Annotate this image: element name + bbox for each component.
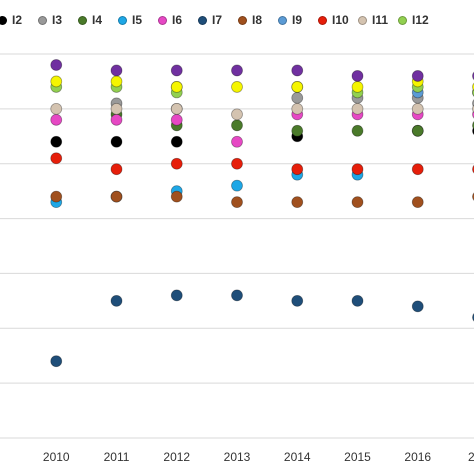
data-point-i5-2013 [231, 179, 243, 192]
data-point-series-11-2015 [351, 81, 364, 93]
data-point-i8-2013 [231, 196, 243, 209]
legend-item-i11: I11 [358, 12, 388, 28]
data-point-series-12-2013 [231, 64, 243, 77]
legend-label: I3 [52, 13, 63, 27]
data-point-series-11-2014 [291, 81, 304, 93]
data-point-i7-2015 [351, 294, 364, 307]
legend-item-i10: I10 [318, 12, 349, 28]
data-point-i10-2011 [110, 163, 123, 176]
legend-item-i12: I12 [398, 12, 429, 28]
data-point-i6-2010 [50, 113, 63, 126]
legend-swatch [0, 15, 7, 25]
data-point-i10-2012 [170, 157, 183, 170]
data-points [50, 59, 474, 368]
data-point-series-11-2012 [170, 81, 183, 93]
data-point-i11-2016 [411, 102, 424, 115]
x-tick-label: 2014 [284, 450, 311, 464]
data-point-i6-2011 [110, 113, 123, 126]
x-tick-label: 2010 [43, 450, 70, 464]
data-point-series-12-2016 [411, 70, 424, 82]
data-point-i6-2013 [231, 135, 243, 148]
legend-swatch [358, 15, 367, 25]
data-point-series-12-2011 [110, 64, 123, 77]
legend-swatch [198, 15, 207, 25]
data-point-i4-2014 [291, 124, 304, 137]
data-point-i2-2012 [170, 135, 183, 148]
data-point-i11-2013 [231, 108, 243, 121]
data-point-i11-2014 [291, 102, 304, 115]
legend-swatch [278, 15, 287, 25]
data-point-i8-2011 [110, 190, 123, 203]
data-point-series-11-2013 [231, 81, 243, 93]
x-tick-label: 2011 [104, 450, 130, 464]
legend-item-i2: I2 [0, 12, 22, 28]
data-point-i2-2011 [110, 135, 123, 148]
legend-swatch [118, 15, 127, 25]
data-point-i11-2010 [50, 102, 63, 115]
legend-item-i8: I8 [238, 12, 262, 28]
legend-swatch [398, 15, 407, 25]
data-point-i7-2010 [50, 355, 63, 368]
data-point-series-12-2015 [351, 70, 364, 82]
legend-label: I12 [412, 13, 429, 27]
legend-item-i3: I3 [38, 12, 62, 28]
legend-label: I8 [252, 13, 263, 27]
data-point-i8-2010 [50, 190, 63, 203]
data-point-i6-2012 [170, 113, 183, 126]
data-point-i7-2012 [170, 289, 183, 302]
data-point-i8-2014 [291, 196, 304, 209]
data-point-i7-2014 [291, 294, 304, 307]
data-point-i10-2013 [231, 157, 243, 170]
legend-swatch [78, 15, 87, 25]
legend-label: I4 [92, 13, 103, 27]
data-point-i7-2016 [411, 300, 424, 313]
data-point-i4-2015 [351, 124, 364, 137]
data-point-i8-2016 [411, 196, 424, 209]
legend-label: I6 [172, 13, 183, 27]
data-point-i11-2012 [170, 102, 183, 115]
data-point-i10-2010 [50, 152, 63, 165]
data-point-i11-2011 [110, 102, 123, 115]
legend-label: I7 [212, 13, 223, 27]
data-point-series-12-2010 [50, 59, 63, 71]
legend-label: I2 [12, 13, 23, 27]
data-point-i10-2014 [291, 163, 304, 176]
x-tick-label: 2015 [344, 450, 371, 464]
data-point-i8-2015 [351, 196, 364, 209]
data-point-i11-2015 [351, 102, 364, 115]
legend-label: I10 [332, 13, 349, 27]
legend-label: I5 [132, 13, 143, 27]
data-point-i7-2011 [110, 294, 123, 307]
data-point-series-12-2014 [291, 64, 304, 77]
data-point-i2-2010 [50, 135, 63, 148]
data-point-i10-2016 [411, 163, 424, 176]
legend-swatch [38, 15, 47, 25]
data-point-i3-2014 [291, 91, 304, 104]
data-point-i4-2013 [231, 119, 243, 132]
legend-item-i9: I9 [278, 12, 302, 28]
legend-swatch [158, 15, 167, 25]
x-axis-tick-labels: 92010201120122013201420152016201 [43, 450, 474, 464]
legend-label: I9 [292, 13, 303, 27]
x-tick-label: 201 [468, 450, 474, 464]
data-point-series-11-2011 [110, 75, 123, 88]
data-point-i7-2013 [231, 289, 243, 302]
legend-label: I11 [372, 13, 389, 27]
data-point-i4-2016 [411, 124, 424, 137]
x-tick-label: 2013 [224, 450, 251, 464]
legend-item-i4: I4 [78, 12, 102, 28]
legend-item-i6: I6 [158, 12, 182, 28]
data-point-series-11-2010 [50, 75, 63, 88]
data-point-i10-2015 [351, 163, 364, 176]
x-tick-label: 2016 [404, 450, 431, 464]
legend-swatch [238, 15, 247, 25]
legend-item-i7: I7 [198, 12, 222, 28]
chart-legend: I2 I3 I4 I5 I6 I7 I8 I9 I10 I11 I12 [0, 8, 474, 32]
x-tick-label: 2012 [163, 450, 190, 464]
data-point-i8-2012 [170, 190, 183, 203]
legend-item-i5: I5 [118, 12, 142, 28]
data-point-series-12-2012 [170, 64, 183, 77]
legend-swatch [318, 15, 327, 25]
